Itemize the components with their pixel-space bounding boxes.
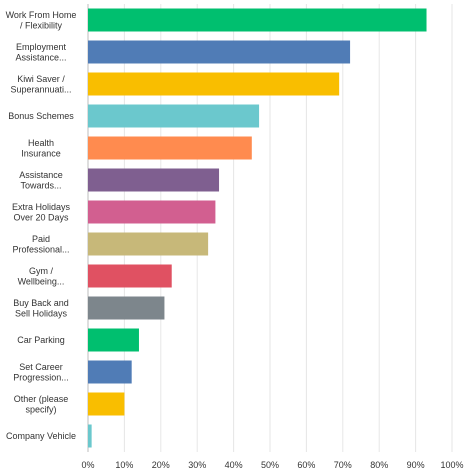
bar[interactable] xyxy=(88,104,260,128)
category-label-line: Towards... xyxy=(20,180,61,190)
category-label: Company Vehicle xyxy=(6,431,76,441)
category-label-line: Professional... xyxy=(12,244,69,254)
gridlines xyxy=(87,4,453,452)
x-tick-label: 30% xyxy=(188,460,206,470)
bar[interactable] xyxy=(88,328,139,352)
bar[interactable] xyxy=(88,424,92,448)
category-label-line: / Flexibility xyxy=(20,20,63,30)
category-label: Car Parking xyxy=(17,335,65,345)
x-tick-label: 0% xyxy=(81,460,94,470)
category-label-line: Health xyxy=(28,138,54,148)
category-label-line: Other (please xyxy=(14,394,69,404)
bar[interactable] xyxy=(88,136,252,160)
bar[interactable] xyxy=(88,72,340,96)
category-label-line: Over 20 Days xyxy=(13,212,69,222)
category-label-line: Extra Holidays xyxy=(12,202,71,212)
category-label-line: Assistance xyxy=(19,170,63,180)
category-label-line: Paid xyxy=(32,234,50,244)
x-tick-label: 60% xyxy=(297,460,315,470)
category-label-line: Bonus Schemes xyxy=(8,111,74,121)
bar[interactable] xyxy=(88,392,125,416)
category-label-line: Wellbeing... xyxy=(18,276,65,286)
x-tick-label: 40% xyxy=(225,460,243,470)
category-label: Buy Back and Sell Holidays xyxy=(13,298,69,319)
category-label: Assistance Towards... xyxy=(19,170,63,191)
category-label-line: Work From Home xyxy=(6,10,77,20)
category-label-line: Buy Back and xyxy=(13,298,69,308)
x-tick-label: 100% xyxy=(440,460,463,470)
x-axis-ticks: 0% 10% 20% 30% 40% 50% 60% 70% 80% 90% 100% xyxy=(81,460,463,470)
category-label-line: Sell Holidays xyxy=(15,308,68,318)
category-label-line: specify) xyxy=(25,404,56,414)
category-label: Other (please specify) xyxy=(14,394,69,415)
bar[interactable] xyxy=(88,40,351,64)
category-label: Health Insurance xyxy=(21,138,61,159)
bars xyxy=(88,8,427,448)
category-label-line: Insurance xyxy=(21,148,61,158)
bar[interactable] xyxy=(88,168,220,192)
category-label: Employment Assistance... xyxy=(15,42,66,63)
bar[interactable] xyxy=(88,8,427,32)
category-label-line: Employment xyxy=(16,42,67,52)
category-label: Set Career Progression... xyxy=(13,362,69,383)
category-label-line: Kiwi Saver / xyxy=(17,74,65,84)
category-label-line: Progression... xyxy=(13,372,69,382)
category-label: Paid Professional... xyxy=(12,234,69,255)
x-tick-label: 90% xyxy=(407,460,425,470)
bar[interactable] xyxy=(88,264,172,288)
category-label-line: Assistance... xyxy=(15,52,66,62)
x-tick-label: 80% xyxy=(370,460,388,470)
category-label-line: Company Vehicle xyxy=(6,431,76,441)
category-label-line: Set Career xyxy=(19,362,63,372)
category-label-line: Superannuati... xyxy=(10,84,71,94)
x-tick-label: 20% xyxy=(152,460,170,470)
bar[interactable] xyxy=(88,360,132,384)
x-tick-label: 10% xyxy=(115,460,133,470)
category-label: Gym / Wellbeing... xyxy=(18,266,65,287)
bar[interactable] xyxy=(88,232,209,256)
bar[interactable] xyxy=(88,200,216,224)
x-tick-label: 50% xyxy=(261,460,279,470)
category-label-line: Gym / xyxy=(29,266,53,276)
category-label: Bonus Schemes xyxy=(8,111,74,121)
bar[interactable] xyxy=(88,296,165,320)
category-label: Work From Home / Flexibility xyxy=(6,10,77,31)
category-label: Extra Holidays Over 20 Days xyxy=(12,202,71,223)
category-label: Kiwi Saver / Superannuati... xyxy=(10,74,71,95)
x-tick-label: 70% xyxy=(334,460,352,470)
category-label-line: Car Parking xyxy=(17,335,65,345)
